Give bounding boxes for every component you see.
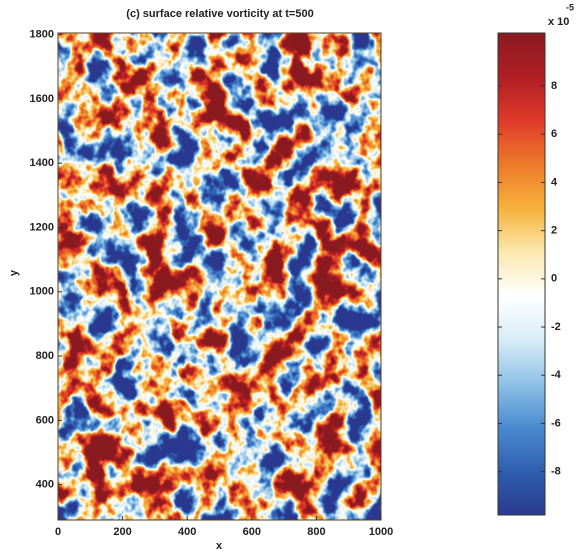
x-tick-label: 1000: [369, 526, 393, 538]
colorbar-multiplier: x 10: [548, 16, 569, 28]
colorbar-tick-label: -6: [551, 417, 561, 429]
chart-title: (c) surface relative vorticity at t=500: [126, 8, 313, 20]
x-tick-label: 0: [55, 526, 61, 538]
y-tick-label: 400: [36, 479, 54, 491]
y-axis-label: y: [8, 269, 20, 276]
colorbar-tick-label: -8: [551, 466, 561, 478]
x-tick-label: 400: [178, 526, 196, 538]
x-tick-label: 200: [113, 526, 131, 538]
x-tick-label: 600: [243, 526, 261, 538]
y-tick-label: 1000: [30, 286, 54, 298]
colorbar-tick-label: 2: [551, 225, 557, 237]
colorbar: [497, 32, 546, 516]
y-tick-label: 800: [36, 350, 54, 362]
colorbar-tick-label: -2: [551, 321, 561, 333]
colorbar-tick-label: 8: [551, 80, 557, 92]
y-tick-label: 600: [36, 414, 54, 426]
plot-frame: [57, 32, 382, 521]
x-axis-label: x: [216, 540, 223, 552]
x-tick-label: 800: [307, 526, 325, 538]
colorbar-tick-label: -4: [551, 369, 562, 381]
colorbar-tick-label: 6: [551, 128, 557, 140]
colorbar-tick-label: 4: [551, 176, 558, 188]
y-tick-label: 1400: [30, 157, 54, 169]
y-tick-label: 1800: [30, 29, 54, 41]
vorticity-field: [58, 33, 381, 520]
colorbar-tick-label: 0: [551, 273, 557, 285]
y-tick-label: 1200: [30, 221, 54, 233]
colorbar-exponent: -5: [566, 2, 574, 12]
y-tick-label: 1600: [30, 93, 54, 105]
